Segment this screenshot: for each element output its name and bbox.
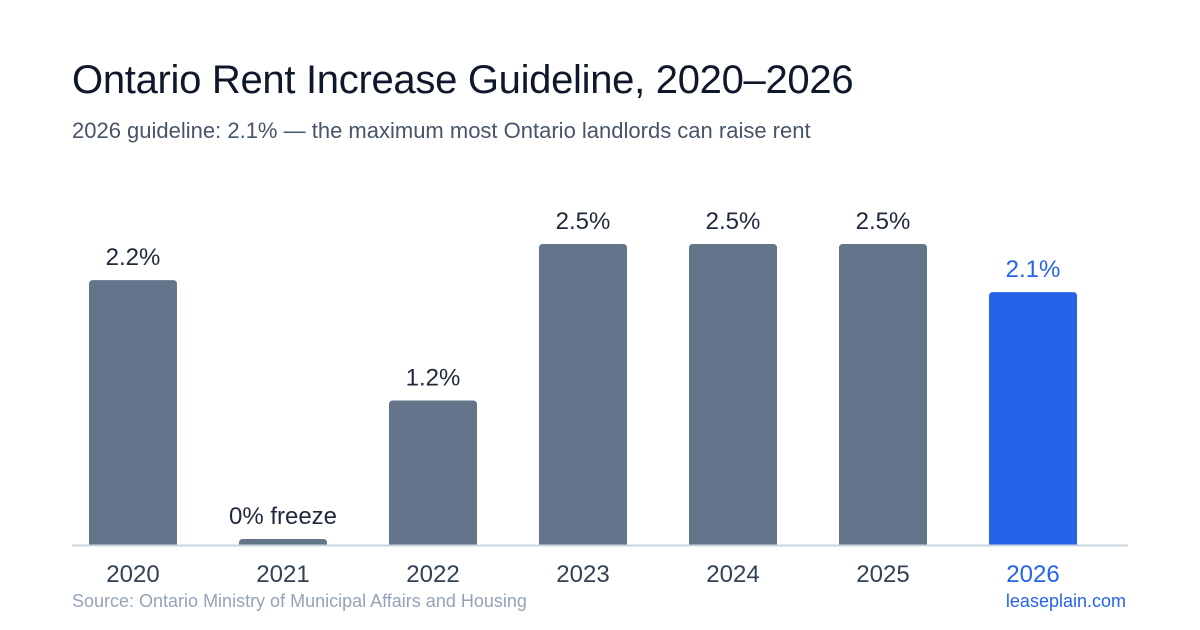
x-tick-2026: 2026 (1006, 561, 1059, 588)
bar-2025 (839, 244, 927, 545)
data-label-2024: 2.5% (706, 208, 761, 235)
data-label-2026: 2.1% (1006, 256, 1061, 283)
site-link[interactable]: leaseplain.com (1005, 591, 1126, 611)
x-tick-2020: 2020 (106, 561, 159, 588)
data-label-2025: 2.5% (856, 208, 911, 235)
source-note: Source: Ontario Ministry of Municipal Af… (72, 591, 527, 611)
bar-2021 (239, 539, 327, 545)
chart-subtitle: 2026 guideline: 2.1% — the maximum most … (72, 118, 811, 143)
chart-title: Ontario Rent Increase Guideline, 2020–20… (72, 58, 854, 102)
bar-2020 (89, 280, 177, 545)
bar-2022 (389, 400, 477, 545)
x-tick-2024: 2024 (706, 561, 759, 588)
bar-2024 (689, 244, 777, 545)
data-label-2021: 0% freeze (229, 503, 337, 530)
data-label-2022: 1.2% (406, 365, 461, 392)
x-tick-2021: 2021 (256, 561, 309, 588)
bar-2023 (539, 244, 627, 545)
x-tick-2025: 2025 (856, 561, 909, 588)
x-tick-2023: 2023 (556, 561, 609, 588)
bar-2026 (989, 292, 1077, 545)
x-tick-2022: 2022 (406, 561, 459, 588)
data-label-2023: 2.5% (556, 208, 611, 235)
data-label-2020: 2.2% (106, 244, 161, 271)
